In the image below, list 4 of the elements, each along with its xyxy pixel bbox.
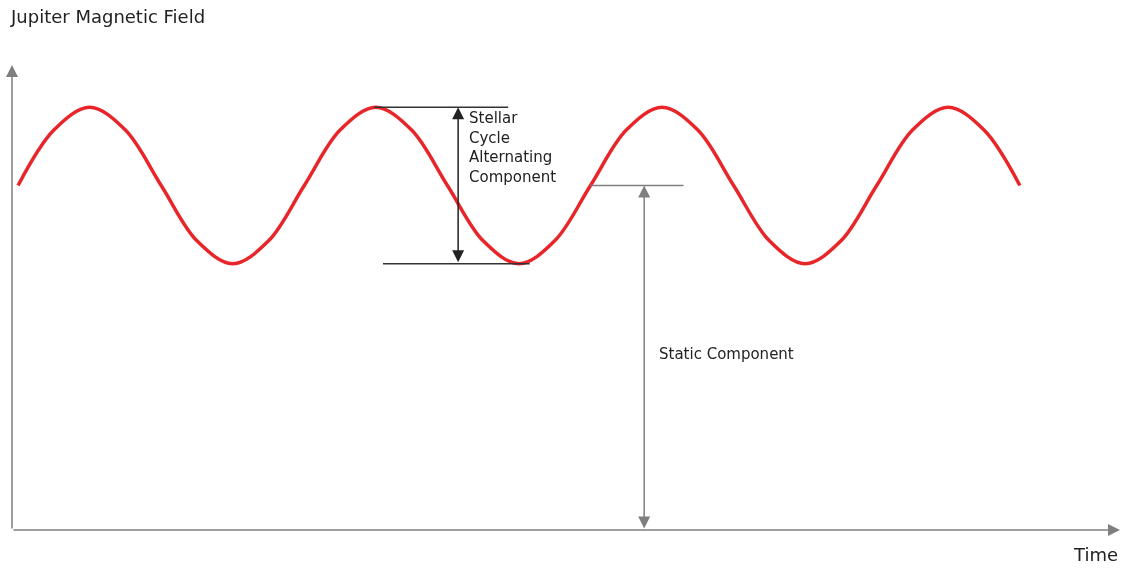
- x-axis-title: Time: [1073, 544, 1119, 565]
- y-axis-title: Jupiter Magnetic Field: [10, 6, 206, 27]
- annotation: Static Component: [659, 345, 794, 363]
- annotation: Stellar Cycle Alternating Component: [469, 109, 557, 186]
